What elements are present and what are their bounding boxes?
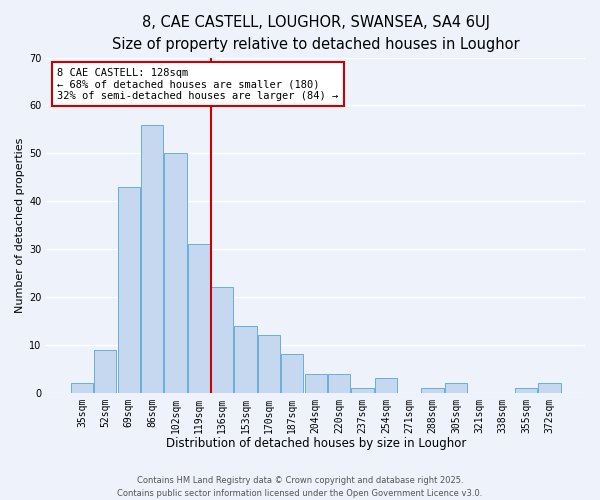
Bar: [164, 154, 187, 392]
X-axis label: Distribution of detached houses by size in Loughor: Distribution of detached houses by size …: [166, 437, 466, 450]
Bar: [71, 383, 93, 392]
Bar: [118, 187, 140, 392]
Bar: [211, 288, 233, 393]
Y-axis label: Number of detached properties: Number of detached properties: [15, 138, 25, 313]
Bar: [375, 378, 397, 392]
Bar: [305, 374, 327, 392]
Text: 8 CAE CASTELL: 128sqm
← 68% of detached houses are smaller (180)
32% of semi-det: 8 CAE CASTELL: 128sqm ← 68% of detached …: [57, 68, 338, 101]
Bar: [258, 336, 280, 392]
Bar: [421, 388, 443, 392]
Bar: [328, 374, 350, 392]
Bar: [352, 388, 374, 392]
Bar: [188, 244, 210, 392]
Bar: [281, 354, 304, 393]
Bar: [94, 350, 116, 393]
Bar: [141, 124, 163, 392]
Bar: [445, 383, 467, 392]
Title: 8, CAE CASTELL, LOUGHOR, SWANSEA, SA4 6UJ
Size of property relative to detached : 8, CAE CASTELL, LOUGHOR, SWANSEA, SA4 6U…: [112, 15, 520, 52]
Bar: [235, 326, 257, 392]
Bar: [515, 388, 537, 392]
Bar: [538, 383, 560, 392]
Text: Contains HM Land Registry data © Crown copyright and database right 2025.
Contai: Contains HM Land Registry data © Crown c…: [118, 476, 482, 498]
